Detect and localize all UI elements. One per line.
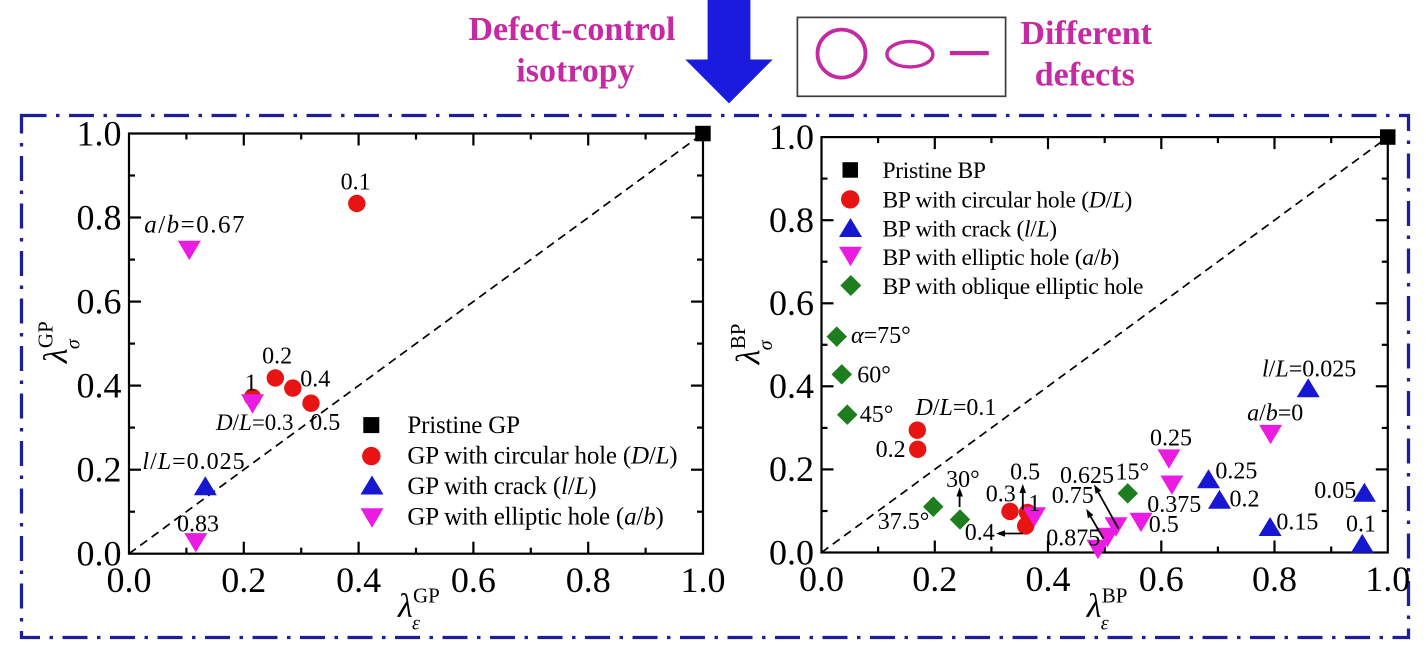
svg-text:0.0: 0.0 bbox=[769, 532, 814, 572]
svg-text:0.8: 0.8 bbox=[566, 560, 611, 600]
svg-text:0.4: 0.4 bbox=[769, 366, 814, 406]
svg-text:1: 1 bbox=[1028, 491, 1040, 517]
svg-text:Pristine BP: Pristine BP bbox=[883, 158, 986, 184]
svg-text:D/L=0.3: D/L=0.3 bbox=[215, 410, 294, 435]
svg-text:0.2: 0.2 bbox=[221, 560, 266, 600]
svg-text:0.8: 0.8 bbox=[769, 200, 814, 240]
svg-text:37.5°: 37.5° bbox=[878, 509, 930, 535]
svg-text:0.4: 0.4 bbox=[77, 365, 122, 405]
svg-text:0.4: 0.4 bbox=[1026, 559, 1071, 599]
svg-text:0.2: 0.2 bbox=[262, 344, 292, 370]
svg-text:60°: 60° bbox=[857, 363, 891, 389]
svg-text:0.25: 0.25 bbox=[1215, 459, 1257, 485]
svg-text:0.75: 0.75 bbox=[1052, 483, 1094, 509]
svg-text:0.4: 0.4 bbox=[336, 560, 381, 600]
svg-text:0.2: 0.2 bbox=[876, 437, 906, 463]
svg-text:1: 1 bbox=[245, 371, 257, 397]
svg-text:0.8: 0.8 bbox=[1252, 559, 1297, 599]
svg-text:0.6: 0.6 bbox=[769, 283, 814, 323]
svg-text:0.4: 0.4 bbox=[300, 367, 330, 393]
svg-text:0.0: 0.0 bbox=[799, 559, 844, 599]
svg-text:BP with elliptic hole (a/b): BP with elliptic hole (a/b) bbox=[883, 245, 1119, 271]
svg-text:0.5: 0.5 bbox=[310, 410, 340, 436]
svg-text:0.875: 0.875 bbox=[1046, 526, 1100, 552]
svg-text:BP with crack (l/L): BP with crack (l/L) bbox=[883, 216, 1057, 242]
svg-text:l/L=0.025: l/L=0.025 bbox=[142, 449, 245, 475]
svg-text:Pristine GP: Pristine GP bbox=[407, 412, 519, 439]
svg-text:0.5: 0.5 bbox=[1149, 512, 1179, 538]
svg-text:α=75°: α=75° bbox=[851, 323, 911, 349]
svg-text:1.0: 1.0 bbox=[769, 117, 814, 157]
svg-text:0.625: 0.625 bbox=[1060, 463, 1114, 489]
svg-text:0.1: 0.1 bbox=[341, 170, 371, 196]
svg-text:0.6: 0.6 bbox=[451, 560, 496, 600]
svg-text:0.2: 0.2 bbox=[1230, 487, 1260, 513]
svg-text:Different: Different bbox=[1020, 15, 1152, 52]
svg-text:1.0: 1.0 bbox=[77, 113, 122, 153]
svg-text:a/b=0: a/b=0 bbox=[1247, 401, 1303, 427]
svg-text:D/L=0.1: D/L=0.1 bbox=[915, 395, 997, 421]
svg-text:0.6: 0.6 bbox=[1139, 559, 1184, 599]
svg-text:0.4: 0.4 bbox=[965, 520, 995, 546]
svg-text:BP with oblique elliptic hole: BP with oblique elliptic hole bbox=[883, 274, 1144, 300]
svg-text:0.1: 0.1 bbox=[1346, 512, 1376, 538]
svg-text:45°: 45° bbox=[860, 402, 894, 428]
svg-text:GP with elliptic hole (a/b): GP with elliptic hole (a/b) bbox=[407, 504, 663, 531]
svg-text:Defect-control: Defect-control bbox=[468, 11, 675, 48]
svg-text:1.0: 1.0 bbox=[681, 560, 726, 600]
svg-text:0.5: 0.5 bbox=[1010, 460, 1040, 486]
svg-text:GP with circular hole (D/L): GP with circular hole (D/L) bbox=[407, 443, 677, 470]
svg-text:1.0: 1.0 bbox=[1365, 559, 1410, 599]
svg-text:a/b=0.67: a/b=0.67 bbox=[144, 211, 246, 238]
svg-text:defects: defects bbox=[1035, 57, 1135, 94]
svg-text:0.6: 0.6 bbox=[77, 281, 122, 321]
svg-text:0.8: 0.8 bbox=[77, 197, 122, 237]
svg-text:0.2: 0.2 bbox=[769, 449, 814, 489]
svg-text:0.05: 0.05 bbox=[1314, 478, 1356, 504]
svg-text:isotropy: isotropy bbox=[516, 53, 634, 90]
svg-text:BP with circular hole (D/L): BP with circular hole (D/L) bbox=[883, 187, 1133, 213]
svg-text:0.25: 0.25 bbox=[1150, 426, 1192, 452]
svg-text:0.15: 0.15 bbox=[1276, 510, 1318, 536]
svg-text:0.375: 0.375 bbox=[1147, 492, 1201, 518]
svg-text:0.2: 0.2 bbox=[77, 450, 122, 490]
svg-text:0.0: 0.0 bbox=[107, 560, 152, 600]
svg-text:0.0: 0.0 bbox=[77, 534, 122, 574]
svg-text:30°: 30° bbox=[946, 467, 980, 493]
svg-text:0.2: 0.2 bbox=[912, 559, 957, 599]
svg-text:GP with crack (l/L): GP with crack (l/L) bbox=[407, 473, 596, 500]
svg-text:l/L=0.025: l/L=0.025 bbox=[1262, 357, 1356, 383]
svg-text:0.83: 0.83 bbox=[177, 512, 219, 538]
svg-text:15°: 15° bbox=[1115, 460, 1149, 486]
svg-text:0.3: 0.3 bbox=[986, 482, 1016, 508]
